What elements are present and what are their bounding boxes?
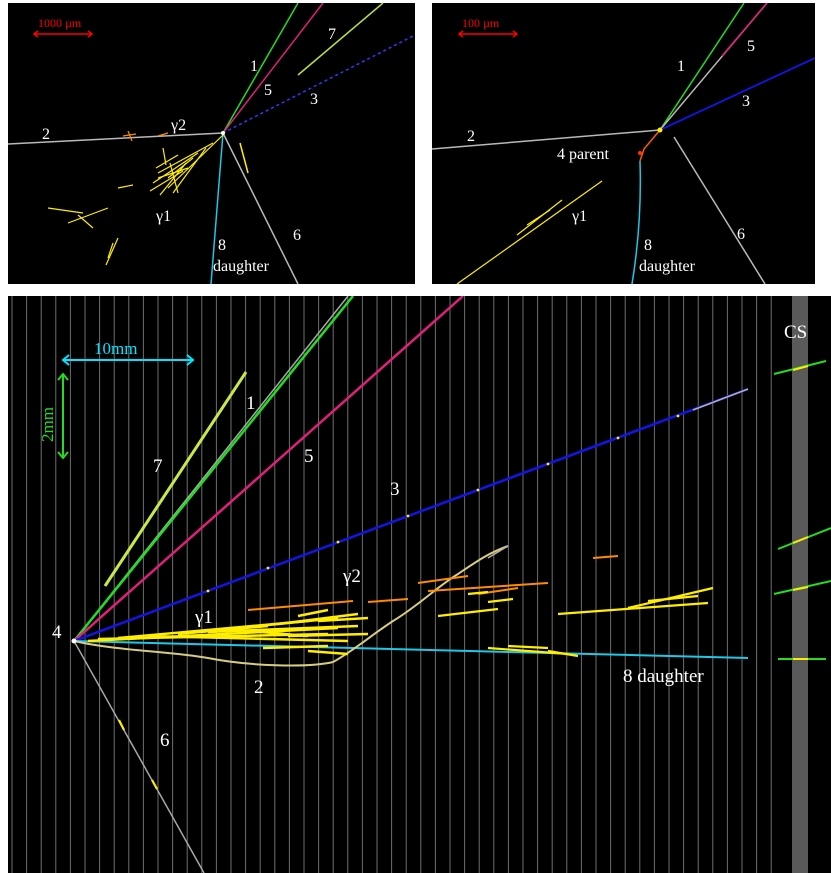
track-2: [8, 132, 224, 145]
track-8-daughter: [73, 640, 749, 659]
track-6: [73, 640, 205, 873]
label-track-6: 6: [737, 226, 745, 243]
scale-bar-horizontal: [61, 354, 195, 366]
secondary-segments: [437, 586, 714, 658]
label-track-3: 3: [742, 93, 750, 110]
label-track-6: 6: [160, 730, 170, 751]
label-track-7: 7: [153, 456, 163, 477]
track-2-tail: [487, 545, 509, 559]
detector-side-view: 10mm 2mm: [11, 296, 831, 873]
label-daughter: daughter: [639, 258, 696, 275]
parent-track-4: [639, 129, 661, 162]
gamma2-shower: [247, 555, 619, 611]
track-6: [673, 136, 766, 284]
label-track-3: 3: [310, 91, 318, 108]
track-5: [73, 296, 464, 642]
cs-hits-core: [792, 365, 809, 660]
label-track-1: 1: [677, 58, 685, 75]
label-track-1: 1: [246, 393, 256, 414]
gamma2-shower: [122, 130, 169, 142]
track-8: [210, 132, 224, 284]
scale-label-vertical: 2mm: [38, 407, 57, 442]
scale-label: 100 µm: [462, 16, 500, 30]
scale-bar-vertical: [57, 372, 69, 460]
gamma1-shower: [87, 608, 369, 656]
detector-side-view-panel: 10mm 2mm: [8, 296, 831, 873]
track-2: [73, 545, 509, 667]
label-track-8: 8: [218, 237, 226, 254]
scale-bar: [32, 30, 94, 38]
label-track-1: 1: [250, 58, 258, 75]
label-parent: 4 parent: [557, 146, 610, 163]
label-track-5: 5: [264, 82, 272, 99]
track-2: [432, 129, 661, 150]
track-7: [297, 3, 384, 76]
track-1: [73, 296, 354, 642]
overview-panel: 1000 µm 1 5 7 3 2: [8, 3, 415, 284]
label-gamma1: γ1: [571, 208, 587, 225]
vertex-marker: [657, 127, 663, 133]
label-daughter: daughter: [213, 258, 270, 275]
label-track-2: 2: [467, 128, 475, 145]
track-segment: [239, 142, 249, 174]
track-5: [222, 3, 324, 134]
label-track-8: 8: [644, 237, 652, 254]
primary-vertex: [71, 638, 77, 644]
track-3-hits: [206, 414, 680, 593]
track-3: [73, 387, 749, 643]
scale-label-horizontal: 10mm: [94, 339, 137, 358]
cs-band: [792, 296, 808, 873]
track-3: [659, 57, 815, 131]
track-6: [222, 132, 299, 284]
label-track-7: 7: [328, 26, 336, 43]
track-1: [659, 3, 745, 131]
scale-bar: [457, 30, 519, 38]
track-3-gray-tail: [692, 388, 749, 411]
vertex-zoom-panel: 100 µm 1 5 3 2 4 parent γ1 8 daughter 6: [432, 3, 815, 284]
label-gamma2: γ2: [342, 566, 361, 587]
label-track-5: 5: [747, 38, 755, 55]
emulsion-plate-grid: [11, 296, 772, 873]
track-6-hits: [118, 719, 158, 790]
label-gamma1: γ1: [155, 208, 171, 225]
label-track-4: 4: [52, 622, 62, 643]
vertex-marker: [221, 131, 225, 135]
track-8: [631, 160, 642, 284]
label-cs: CS: [784, 322, 807, 343]
label-track-2: 2: [42, 126, 50, 143]
track-5-colored: [721, 3, 768, 57]
label-gamma2: γ2: [170, 117, 186, 134]
parent-point: [638, 151, 642, 155]
gamma1-shower: [456, 180, 603, 284]
label-track-6: 6: [293, 227, 301, 244]
label-gamma1: γ1: [194, 607, 213, 628]
label-track-3: 3: [390, 479, 400, 500]
track-7: [103, 371, 248, 587]
track-1: [222, 3, 299, 134]
label-track-5: 5: [304, 446, 314, 467]
label-track-2: 2: [254, 677, 264, 698]
gamma1-shower: [47, 134, 224, 266]
scale-label: 1000 µm: [38, 16, 82, 30]
vertex-zoom-display: 100 µm 1 5 3 2 4 parent γ1 8 daughter 6: [432, 3, 815, 284]
label-daughter-8: 8 daughter: [623, 666, 704, 687]
overview-event-display: 1000 µm 1 5 7 3 2: [8, 3, 415, 284]
